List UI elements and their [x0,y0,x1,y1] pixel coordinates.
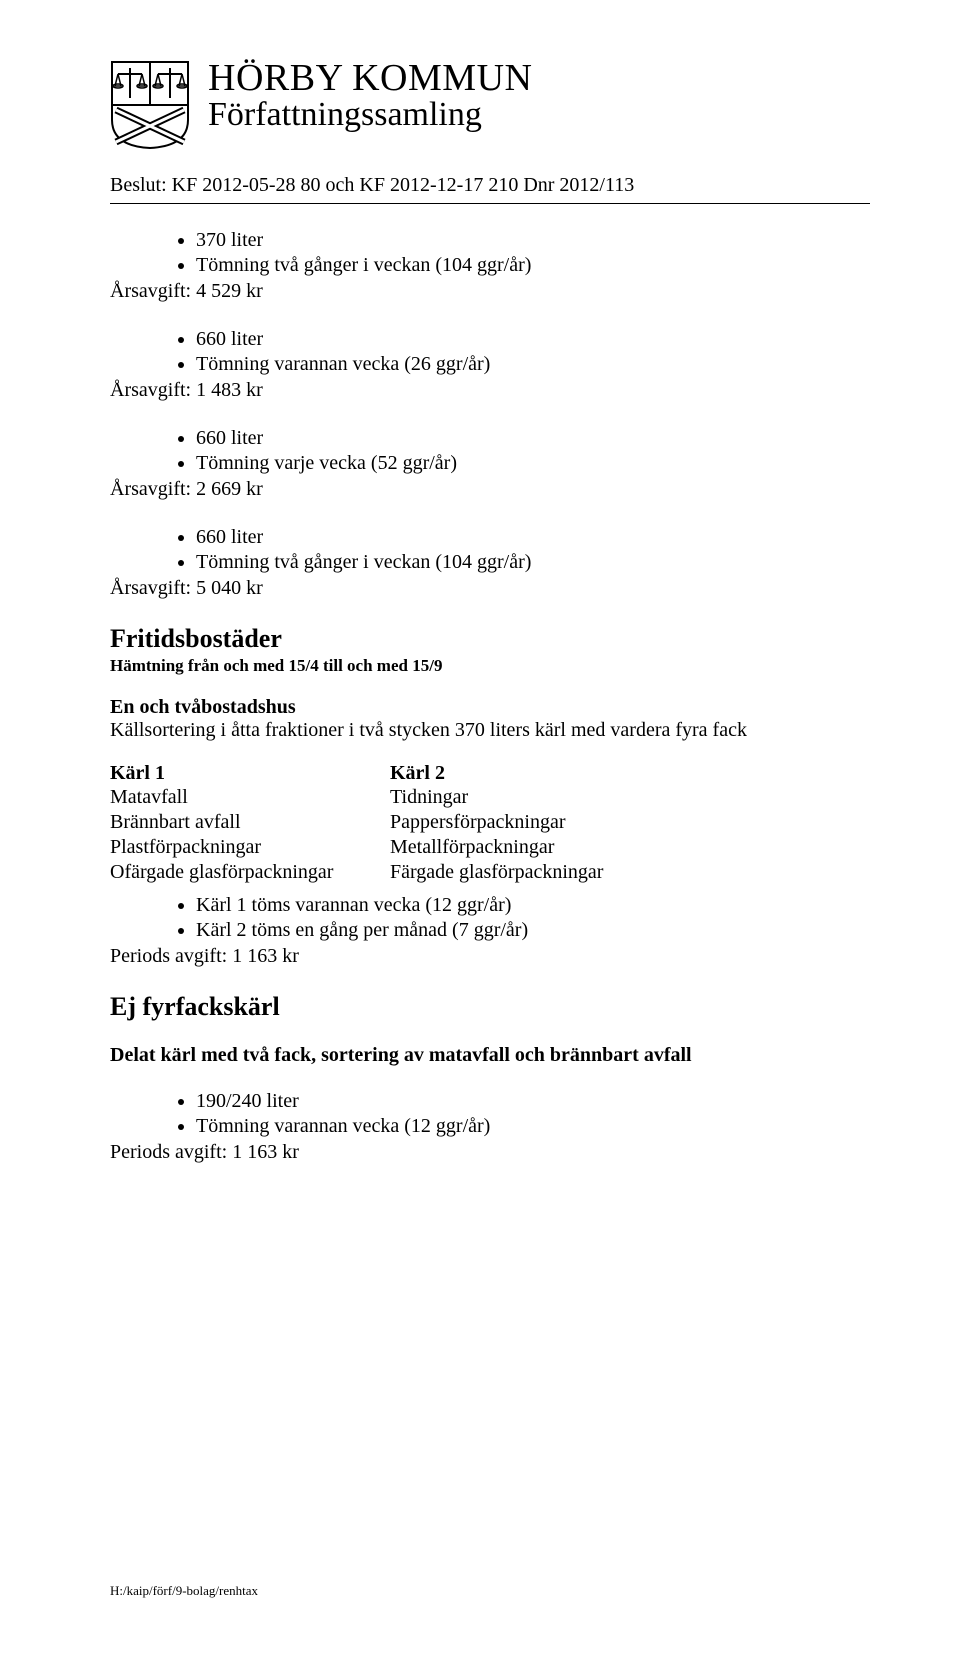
section-ejfyrfack-heading: Ej fyrfackskärl [110,992,870,1022]
fee-block-bullets: 660 literTömning varje vecka (52 ggr/år) [110,426,870,476]
list-item: Tömning varannan vecka (26 ggr/år) [196,352,870,377]
footer-path: H:/kaip/förf/9-bolag/renhtax [110,1583,258,1599]
table-cell: Brännbart avfall [110,810,390,835]
fee-label: Årsavgift: 2 669 kr [110,478,870,501]
list-item: Tömning två gånger i veckan (104 ggr/år) [196,550,870,575]
list-item: 190/240 liter [196,1089,870,1114]
karl-col2-header: Kärl 2 [390,762,603,785]
post-table-bullets: Kärl 1 töms varannan vecka (12 ggr/år) K… [110,893,870,943]
subsection-text: Källsortering i åtta fraktioner i två st… [110,719,870,742]
fee-label: Periods avgift: 1 163 kr [110,1141,870,1164]
table-cell: Metallförpackningar [390,835,603,860]
list-item: Kärl 1 töms varannan vecka (12 ggr/år) [196,893,870,918]
section-ejfyrfack-sub: Delat kärl med två fack, sortering av ma… [110,1044,870,1067]
list-item: 370 liter [196,228,870,253]
list-item: Tömning två gånger i veckan (104 ggr/år) [196,253,870,278]
fee-label: Årsavgift: 4 529 kr [110,280,870,303]
header-rule [110,203,870,204]
table-cell: Plastförpackningar [110,835,390,860]
subsection-heading: En och tvåbostadshus [110,696,870,719]
beslut-line: Beslut: KF 2012-05-28 80 och KF 2012-12-… [110,174,870,197]
table-cell: Ofärgade glasförpackningar [110,860,390,885]
section-fritidsbostader-sub: Hämtning från och med 15/4 till och med … [110,656,870,676]
karl-table: Kärl 1 Matavfall Brännbart avfall Plastf… [110,762,870,885]
municipal-crest-icon [110,60,190,150]
fee-block-bullets: 660 literTömning varannan vecka (26 ggr/… [110,327,870,377]
title-line-1: HÖRBY KOMMUN [208,56,532,100]
list-item: Tömning varannan vecka (12 ggr/år) [196,1114,870,1139]
document-header: HÖRBY KOMMUN Författningssamling [110,60,870,150]
table-cell: Tidningar [390,785,603,810]
table-cell: Matavfall [110,785,390,810]
ejfyrfack-bullets: 190/240 liter Tömning varannan vecka (12… [110,1089,870,1139]
list-item: 660 liter [196,426,870,451]
list-item: Kärl 2 töms en gång per månad (7 ggr/år) [196,918,870,943]
table-cell: Pappersförpackningar [390,810,603,835]
title-line-2: Författningssamling [208,96,532,134]
fee-label: Årsavgift: 1 483 kr [110,379,870,402]
fee-block-bullets: 660 literTömning två gånger i veckan (10… [110,525,870,575]
table-cell: Färgade glasförpackningar [390,860,603,885]
section-fritidsbostader-heading: Fritidsbostäder [110,624,870,654]
list-item: 660 liter [196,327,870,352]
fee-block-bullets: 370 literTömning två gånger i veckan (10… [110,228,870,278]
karl-col1-header: Kärl 1 [110,762,390,785]
fee-label: Årsavgift: 5 040 kr [110,577,870,600]
fee-label: Periods avgift: 1 163 kr [110,945,870,968]
list-item: Tömning varje vecka (52 ggr/år) [196,451,870,476]
list-item: 660 liter [196,525,870,550]
